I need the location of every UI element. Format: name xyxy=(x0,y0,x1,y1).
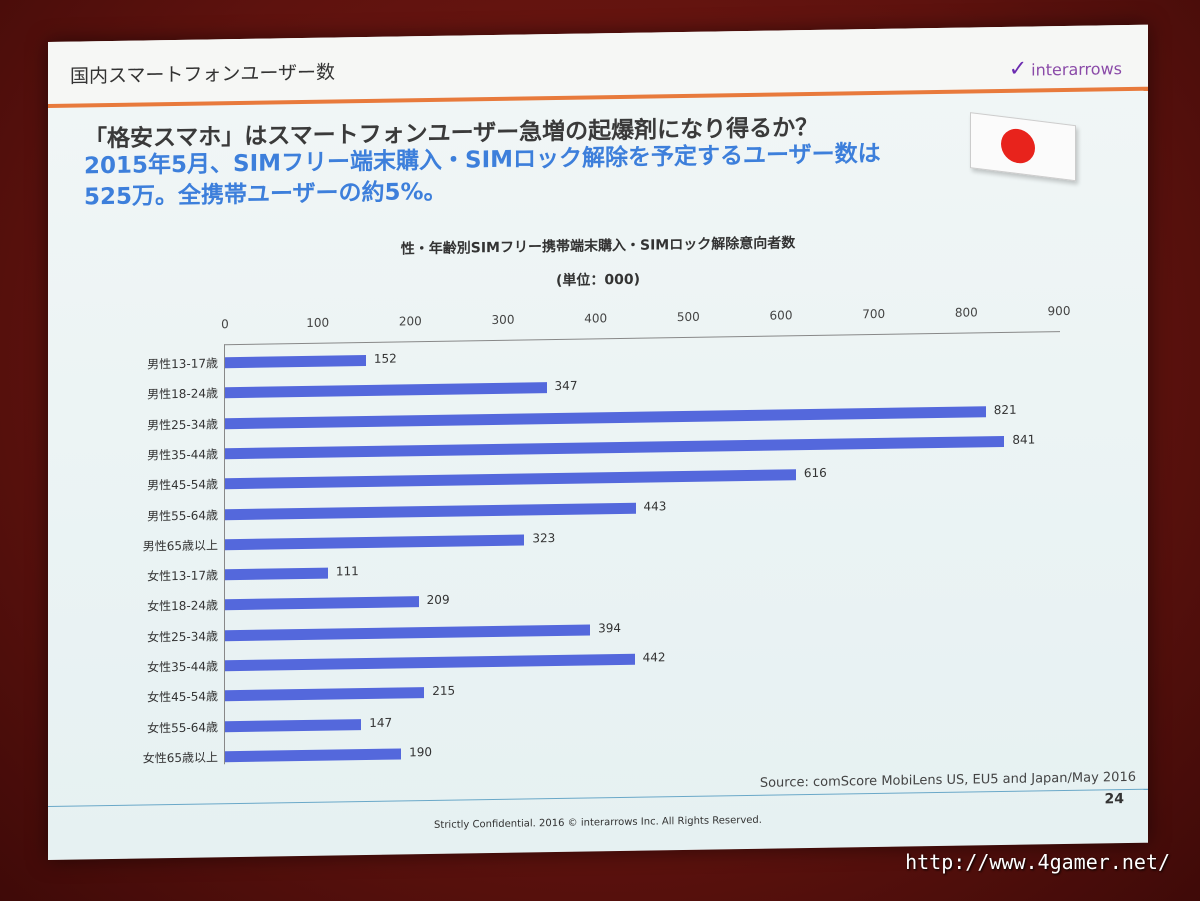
category-label: 男性25-34歳 xyxy=(147,416,218,433)
bar xyxy=(225,405,986,429)
category-label: 女性45-54歳 xyxy=(147,689,218,705)
bar xyxy=(225,596,419,611)
bar xyxy=(225,653,635,672)
x-tick-label: 800 xyxy=(954,305,978,320)
category-label: 男性18-24歳 xyxy=(147,386,218,402)
bar xyxy=(225,687,425,702)
category-label: 男性65歳以上 xyxy=(142,538,218,554)
data-label: 152 xyxy=(373,351,397,366)
category-label: 女性35-44歳 xyxy=(147,659,218,675)
bar xyxy=(225,435,1005,460)
data-label: 347 xyxy=(554,378,578,394)
data-label: 147 xyxy=(369,715,393,730)
company-logo: ✓ interarrows xyxy=(1009,55,1122,82)
category-label: 女性55-64歳 xyxy=(147,719,218,736)
logo-icon: ✓ xyxy=(1008,56,1028,82)
x-tick-label: 400 xyxy=(584,311,608,326)
confidential-notice: Strictly Confidential. 2016 © interarrow… xyxy=(434,814,762,831)
data-label: 215 xyxy=(432,683,456,699)
x-tick-label: 200 xyxy=(398,314,422,329)
source-note: Source: comScore MobiLens US, EU5 and Ja… xyxy=(759,769,1136,791)
data-label: 442 xyxy=(642,650,666,665)
x-tick-label: 300 xyxy=(491,312,515,328)
bar xyxy=(225,567,328,581)
slide: 国内スマートフォンユーザー数 ✓ interarrows 「格安スマホ」はスマート… xyxy=(48,24,1148,860)
chart-title: 性・年齢別SIMフリー携帯端末購入・SIMロック解除意向者数 xyxy=(400,235,796,258)
page-number: 24 xyxy=(1104,791,1124,808)
data-label: 443 xyxy=(643,498,667,514)
bar xyxy=(225,748,402,763)
category-label: 女性65歳以上 xyxy=(142,750,218,766)
x-tick-label: 0 xyxy=(221,317,229,332)
bar xyxy=(225,624,591,641)
x-axis-line xyxy=(224,331,1060,346)
category-label: 男性45-54歳 xyxy=(147,477,218,493)
subheadline: 2015年5月、SIMフリー端末購入・SIMロック解除を予定するユーザー数は52… xyxy=(84,140,881,211)
bar xyxy=(225,355,366,369)
footer-divider xyxy=(48,788,1148,807)
data-label: 394 xyxy=(598,620,621,636)
bar xyxy=(225,502,636,520)
x-tick-label: 600 xyxy=(769,308,793,323)
category-label: 女性18-24歳 xyxy=(147,598,218,614)
x-tick-label: 100 xyxy=(306,315,330,330)
data-label: 111 xyxy=(335,564,359,579)
category-label: 女性25-34歳 xyxy=(147,629,218,645)
slide-header: 国内スマートフォンユーザー数 ✓ interarrows xyxy=(48,24,1148,109)
data-label: 209 xyxy=(426,593,450,608)
x-tick-label: 500 xyxy=(676,309,700,325)
data-label: 841 xyxy=(1012,432,1036,447)
category-label: 男性35-44歳 xyxy=(147,447,218,463)
chart-subtitle: (単位：000) xyxy=(555,271,641,290)
slide-title: 国内スマートフォンユーザー数 xyxy=(70,61,336,88)
bar xyxy=(225,534,525,551)
bar xyxy=(225,469,796,490)
logo-text: interarrows xyxy=(1031,59,1122,80)
category-label: 男性13-17歳 xyxy=(147,356,218,372)
bar xyxy=(225,382,547,399)
japan-flag-icon xyxy=(970,112,1076,182)
category-label: 女性13-17歳 xyxy=(147,568,218,584)
category-label: 男性55-64歳 xyxy=(147,507,218,523)
data-label: 821 xyxy=(993,402,1017,417)
bar xyxy=(225,718,362,732)
watermark: http://www.4gamer.net/ xyxy=(905,850,1170,874)
data-label: 323 xyxy=(532,530,556,546)
data-label: 190 xyxy=(409,744,432,760)
x-tick-label: 700 xyxy=(862,306,886,322)
data-label: 616 xyxy=(803,465,827,481)
x-tick-label: 900 xyxy=(1047,303,1071,319)
